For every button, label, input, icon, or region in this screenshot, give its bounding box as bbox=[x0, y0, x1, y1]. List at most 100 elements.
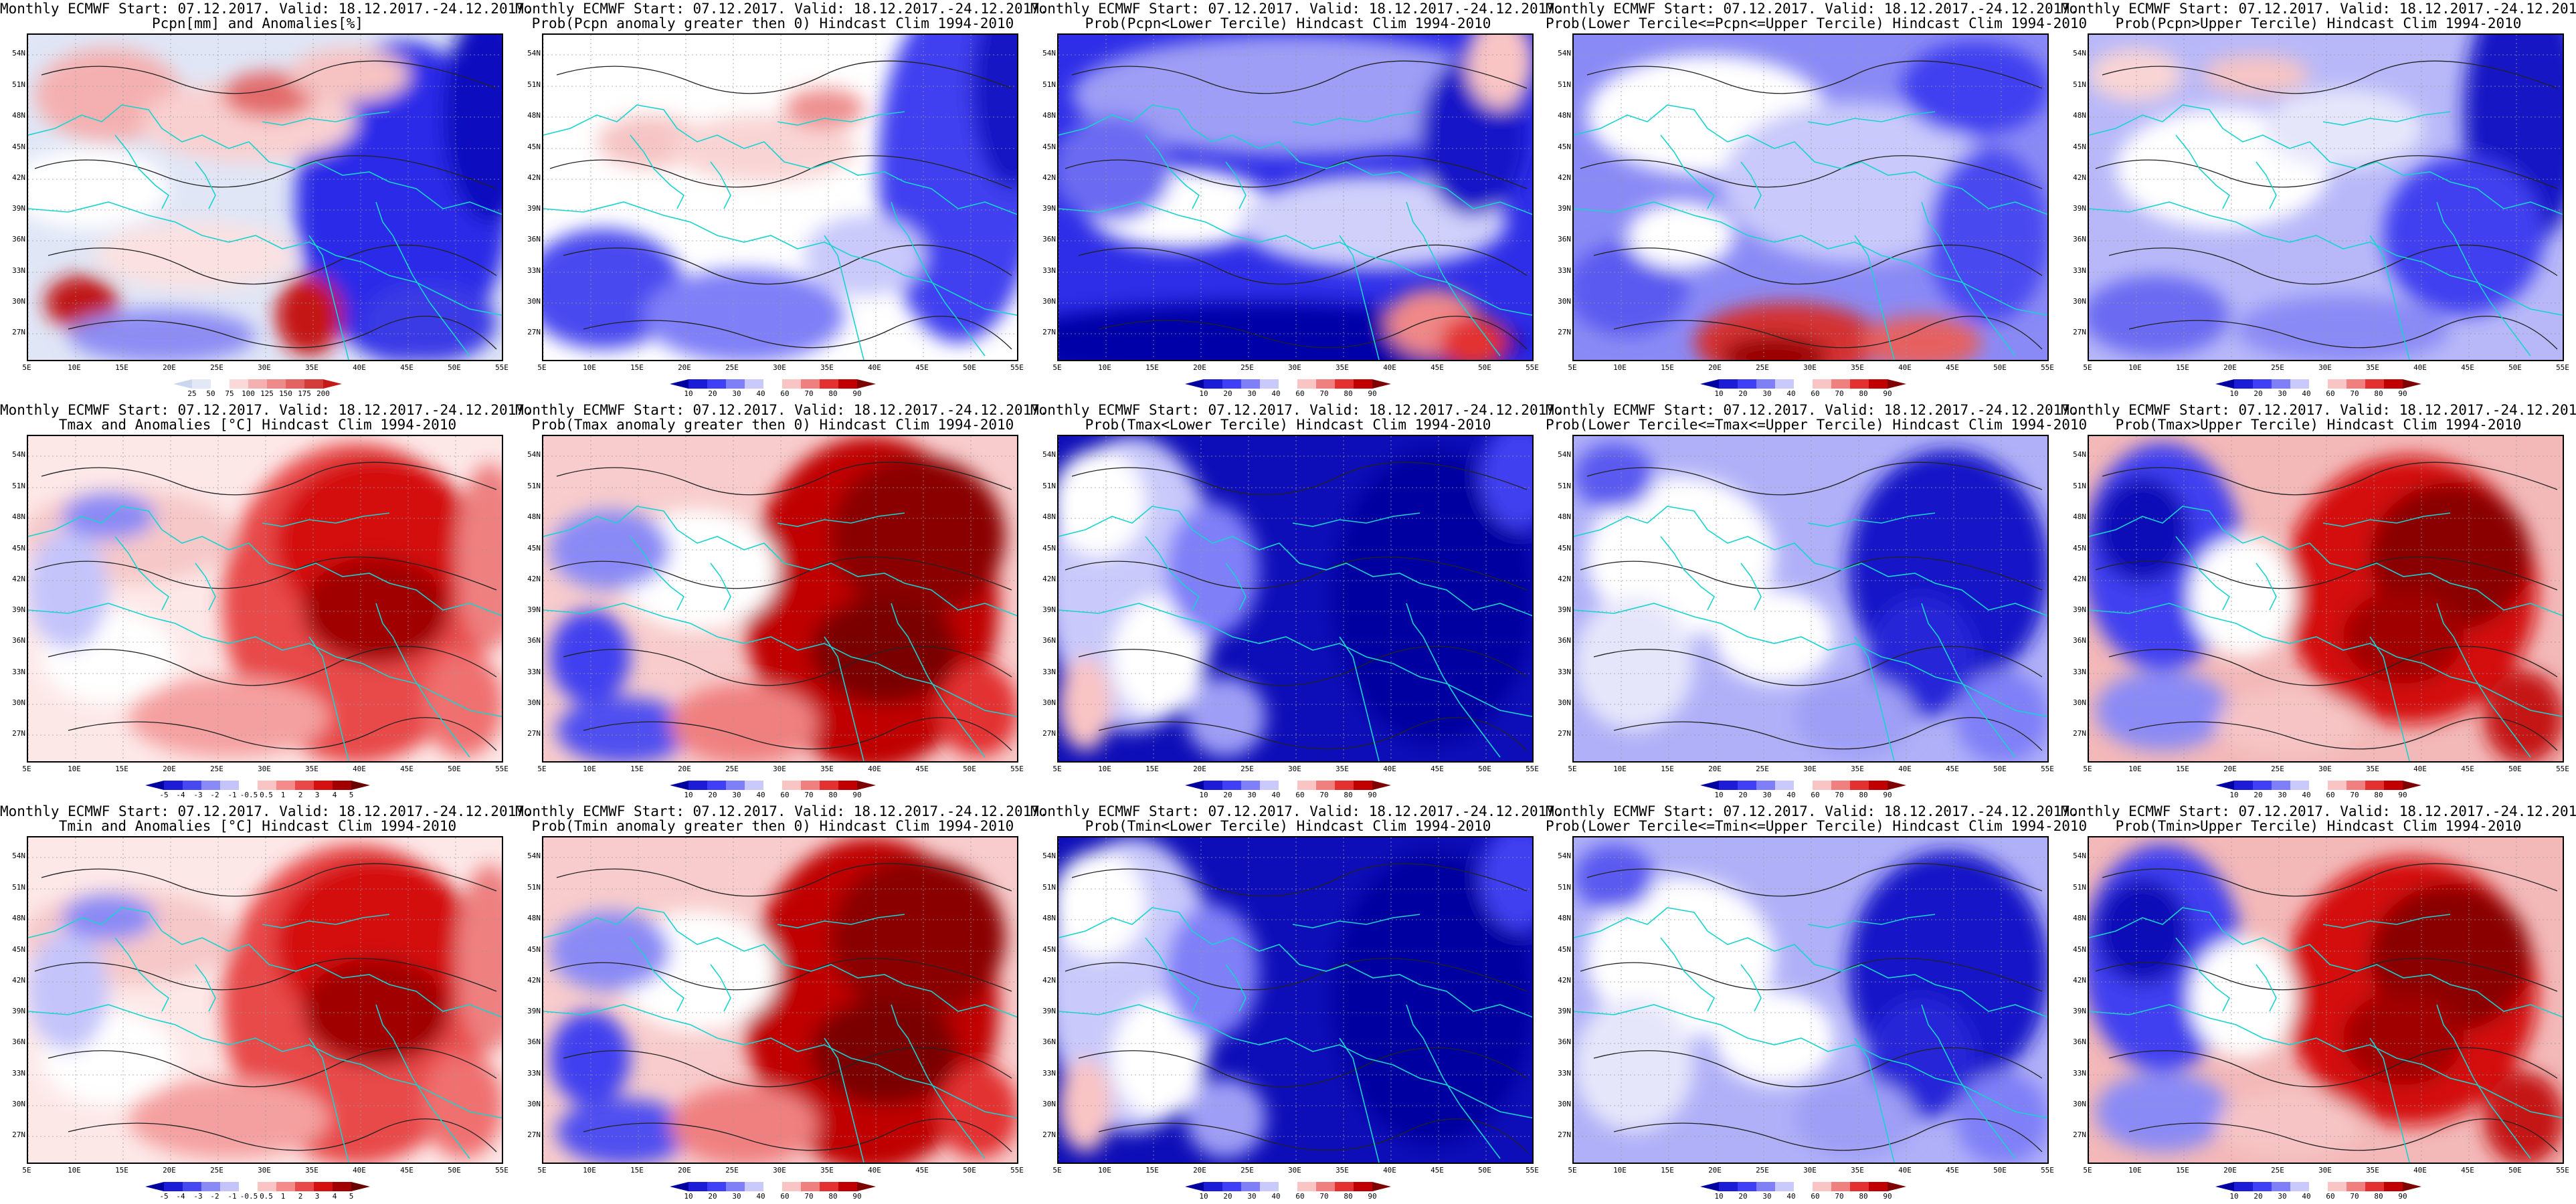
field-region bbox=[1059, 115, 1172, 222]
colorbar-label: 90 bbox=[852, 389, 862, 398]
field-region bbox=[550, 510, 670, 590]
colorbar-segment bbox=[1756, 379, 1775, 389]
colorbar-segment bbox=[258, 1182, 276, 1191]
latitude-label: 48N bbox=[12, 111, 25, 120]
longitude-label: 45E bbox=[2461, 765, 2474, 773]
field-region bbox=[2216, 1092, 2363, 1159]
coastline bbox=[262, 111, 390, 126]
latitude-label: 33N bbox=[12, 668, 25, 676]
longitude-label: 55E bbox=[2556, 765, 2569, 773]
longitude-label: 20E bbox=[163, 363, 176, 372]
latitude-label: 54N bbox=[2073, 450, 2086, 459]
panel-title-line1: Monthly ECMWF Start: 07.12.2017. Valid: … bbox=[1030, 803, 1564, 819]
latitude-label: 45N bbox=[1558, 544, 1571, 553]
longitude-label: 45E bbox=[915, 363, 929, 372]
latitude-label: 42N bbox=[1558, 173, 1571, 182]
contour-line bbox=[1613, 316, 2043, 350]
longitude-label: 10E bbox=[583, 1166, 596, 1175]
longitude-label: 25E bbox=[725, 363, 739, 372]
colorbar-label: 20 bbox=[1738, 1192, 1748, 1201]
longitude-label: 25E bbox=[1240, 1166, 1254, 1175]
panel-title-line1: Monthly ECMWF Start: 07.12.2017. Valid: … bbox=[1546, 803, 2079, 819]
map-frame bbox=[542, 435, 1018, 763]
colorbar-segment bbox=[1869, 379, 1888, 389]
latitude-label: 36N bbox=[12, 1037, 25, 1046]
colorbar-arrow-right bbox=[1372, 1182, 1391, 1191]
coastline bbox=[1574, 907, 2047, 1018]
colorbar-segment bbox=[1738, 379, 1756, 389]
contour-line bbox=[1071, 60, 1528, 94]
panel-title-line2: Prob(Tmin<Lower Tercile) Hindcast Clim 1… bbox=[1085, 818, 1491, 834]
longitude-label: 50E bbox=[963, 1166, 976, 1175]
colorbar-segment bbox=[1794, 379, 1813, 389]
colorbar-segment bbox=[201, 1182, 220, 1191]
colorbar-label: 40 bbox=[756, 791, 765, 799]
colorbar-segment bbox=[688, 379, 707, 389]
colorbar-label: 10 bbox=[684, 389, 693, 398]
colorbar-segment bbox=[1222, 379, 1241, 389]
colorbar-segment bbox=[745, 379, 763, 389]
latitude-label: 48N bbox=[2073, 512, 2086, 521]
colorbar-label: -5 bbox=[159, 1192, 169, 1201]
colorbar-segment bbox=[1738, 1182, 1756, 1191]
coastline bbox=[1292, 111, 1420, 126]
longitude-label: 45E bbox=[2461, 363, 2474, 372]
coastline bbox=[824, 1037, 864, 1163]
colorbar-label: 70 bbox=[1835, 1192, 1844, 1201]
contour-line bbox=[41, 60, 497, 94]
latitude-label: 51N bbox=[1558, 80, 1571, 89]
field-region bbox=[804, 215, 925, 296]
colorbar-segment bbox=[1260, 1182, 1279, 1191]
colorbar-label: 10 bbox=[1199, 791, 1208, 799]
field-region bbox=[1721, 336, 1828, 360]
longitude-label: 55E bbox=[2556, 1166, 2569, 1175]
colorbar-segment bbox=[239, 1182, 258, 1191]
coastline bbox=[2436, 1004, 2531, 1159]
colorbar-segment bbox=[763, 1182, 782, 1191]
coastline bbox=[2322, 512, 2451, 527]
colorbar-segment bbox=[183, 781, 201, 790]
map-frame bbox=[1572, 33, 2049, 361]
contour-line bbox=[48, 645, 497, 686]
longitude-label: 35E bbox=[1851, 363, 1864, 372]
coastline bbox=[2256, 964, 2277, 1012]
colorbar-segment bbox=[2328, 379, 2347, 389]
latitude-label: 27N bbox=[527, 328, 541, 336]
colorbar-segment bbox=[2253, 379, 2272, 389]
colorbar-segment bbox=[801, 781, 820, 790]
latitude-label: 30N bbox=[527, 297, 541, 306]
field-region bbox=[1166, 503, 1259, 637]
colorbar-label: 125 bbox=[260, 389, 274, 398]
longitude-label: 10E bbox=[1613, 765, 1627, 773]
longitude-label: 25E bbox=[725, 1166, 739, 1175]
colorbar-label: 20 bbox=[708, 1192, 717, 1201]
colorbar-label: 2 bbox=[298, 1192, 303, 1201]
field-region bbox=[443, 35, 502, 222]
colorbar-segment bbox=[1316, 379, 1335, 389]
field-region bbox=[2343, 991, 2464, 1085]
longitude-label: 10E bbox=[68, 363, 81, 372]
coastline bbox=[2436, 201, 2531, 357]
colorbar-label: 20 bbox=[2253, 1192, 2263, 1201]
colorbar-label: 10 bbox=[2229, 389, 2239, 398]
longitude-label: 40E bbox=[868, 765, 881, 773]
colorbar-segment bbox=[1719, 781, 1738, 790]
longitude-label: 40E bbox=[1383, 1166, 1396, 1175]
colorbar-segment bbox=[239, 781, 258, 790]
colorbar-segment bbox=[1279, 379, 1297, 389]
latitude-label: 39N bbox=[2073, 204, 2086, 213]
latitude-label: 42N bbox=[1558, 976, 1571, 985]
longitude-label: 5E bbox=[22, 1166, 31, 1175]
contour-line bbox=[34, 958, 497, 992]
colorbar bbox=[1700, 1182, 1906, 1191]
colorbar-segment bbox=[1297, 1182, 1316, 1191]
longitude-label: 55E bbox=[495, 1166, 509, 1175]
coastline bbox=[28, 603, 502, 718]
longitude-label: 15E bbox=[630, 363, 644, 372]
latitude-label: 30N bbox=[12, 297, 25, 306]
latitude-label: 42N bbox=[2073, 976, 2086, 985]
colorbar-label: 1 bbox=[280, 791, 286, 799]
field-region bbox=[2216, 690, 2363, 757]
longitude-label: 30E bbox=[258, 1166, 271, 1175]
colorbar-label: 80 bbox=[1344, 389, 1353, 398]
